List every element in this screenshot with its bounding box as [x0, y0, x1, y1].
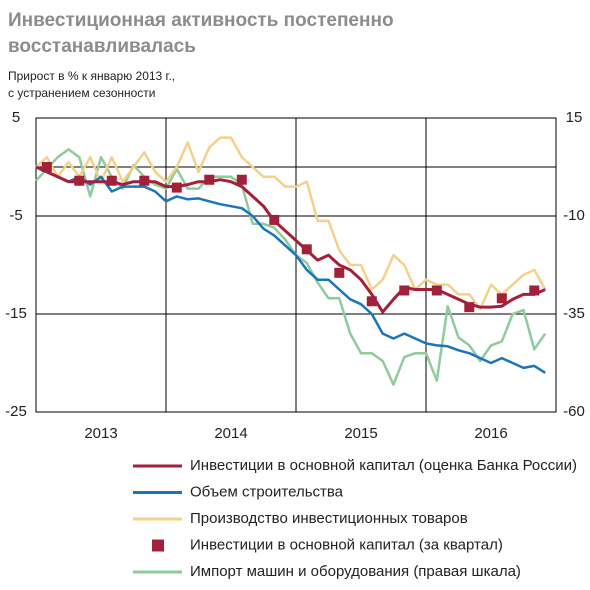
marker [334, 267, 345, 278]
legend-marker [152, 539, 164, 552]
marker [529, 285, 540, 296]
y2-tick-label: 15 [566, 109, 583, 126]
y2-tick-label: -60 [563, 403, 585, 420]
line-series [35, 136, 547, 311]
marker [41, 162, 52, 172]
marker [106, 175, 117, 186]
marker [269, 214, 280, 225]
chart-title: Инвестиционная активность постепенно [8, 10, 394, 31]
x-tick-label: 2013 [84, 425, 117, 442]
marker [464, 302, 475, 313]
y-tick-label: -25 [5, 403, 27, 420]
marker [236, 174, 247, 185]
legend-label: Инвестиции в основной капитал (оценка Ба… [190, 457, 577, 474]
legend-label: Производство инвестиционных товаров [190, 510, 468, 527]
y-tick-label: -15 [5, 305, 27, 322]
chart-title: восстанавливалась [8, 36, 196, 57]
x-tick-label: 2014 [214, 425, 247, 442]
marker [399, 285, 410, 296]
subtitle: Прирост в % к январю 2013 г., [8, 69, 175, 83]
marker [496, 293, 507, 304]
legend-label: Инвестиции в основной капитал (за кварта… [190, 536, 503, 553]
marker [431, 285, 442, 296]
marker [366, 296, 377, 307]
y2-tick-label: -10 [563, 207, 585, 224]
subtitle: с устранением сезонности [8, 86, 156, 100]
line-series [35, 165, 546, 314]
marker [204, 174, 215, 185]
y-tick-label: -5 [9, 207, 22, 224]
line-series [35, 165, 546, 374]
marker [74, 175, 85, 186]
plot-frame [35, 117, 557, 413]
marker [139, 175, 150, 186]
y2-tick-label: -35 [563, 305, 585, 322]
legend-label: Объем строительства [190, 483, 344, 500]
y-tick-label: 5 [12, 109, 20, 126]
x-tick-label: 2015 [344, 425, 377, 442]
legend-label: Импорт машин и оборудования (правая шкал… [190, 563, 521, 580]
x-tick-label: 2016 [474, 425, 507, 442]
marker [171, 182, 182, 193]
marker [301, 244, 312, 255]
